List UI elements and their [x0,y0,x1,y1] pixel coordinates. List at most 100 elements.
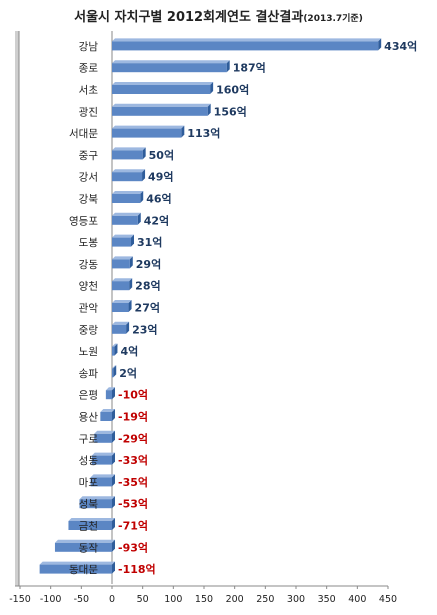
category-label-20: 마포 [79,477,99,489]
category-label-10: 강동 [79,259,99,271]
bar-front [112,281,130,291]
data-label-8: 42억 [144,214,169,227]
bar-top [90,474,115,478]
category-label-4: 서대문 [69,128,98,140]
bar-22 [68,518,115,530]
category-label-24: 동대문 [69,564,98,576]
bar-side [210,82,214,94]
bar-top [91,452,115,456]
bar-front [79,499,112,509]
x-axis: -150 -100 -50 0 50 100 150 200 250 300 350 400 450 [9,585,397,605]
x-tick-label-1: -100 [40,594,62,605]
bar-top [112,212,141,216]
data-label-18: -29억 [118,432,148,445]
category-label-5: 중구 [79,150,99,162]
bar-7 [112,191,144,203]
data-label-19: -33억 [118,454,148,467]
bar-front [100,412,112,421]
chart-title-main: 서울시 자치구별 2012회계연도 결산결과 [74,10,304,25]
data-label-11: 28억 [135,280,160,293]
bar-front [112,150,143,160]
bar-side [112,539,115,552]
data-label-3: 156억 [214,105,247,118]
bar-top [112,169,146,173]
bar-side [126,321,130,334]
bar-side [128,300,132,312]
bar-side [114,343,118,356]
category-label-14: 노원 [79,346,98,358]
x-tick-label-4: 50 [137,594,149,605]
bar-top [54,539,115,543]
bar-15 [112,365,117,378]
data-label-6: 49억 [148,171,173,184]
bar-top [112,300,132,303]
bar-top [112,38,382,42]
bar-side [207,103,211,116]
data-label-24: -118억 [118,563,156,576]
bar-front [112,63,227,73]
bar-13 [112,321,130,334]
category-label-23: 동작 [79,542,99,554]
bar-front [112,368,114,378]
x-tick-label-7: 200 [226,594,244,605]
bar-front [112,346,115,356]
bar-side [142,169,146,182]
left-wall [15,31,19,586]
bar-23 [54,539,115,552]
bar-series [39,38,382,574]
data-label-10: 29억 [136,258,161,271]
data-label-14: 4억 [120,345,138,358]
bar-side [226,60,230,73]
x-tick-label-12: 450 [379,594,397,605]
data-label-5: 50억 [149,149,174,162]
data-label-21: -53억 [118,498,148,511]
bar-top [112,147,146,151]
bar-2 [112,82,214,94]
bar-1 [112,60,230,73]
category-label-21: 성북 [79,499,99,511]
bar-side [142,147,146,160]
bar-side [112,430,115,443]
bar-6 [112,169,146,182]
category-label-3: 광진 [79,106,98,118]
x-tick-label-5: 100 [164,594,182,605]
bar-10 [112,256,133,269]
bar-top [112,256,133,260]
bar-side [112,474,115,487]
bar-top [79,496,115,500]
bar-11 [112,278,133,291]
bar-side [129,256,133,269]
category-label-2: 서초 [79,85,99,97]
x-tick-label-3: 0 [109,594,115,605]
bar-front [112,85,211,94]
category-label-9: 도봉 [79,237,99,249]
data-label-4: 113억 [187,127,220,140]
bar-top [68,518,115,521]
category-labels: 강남종로서초광진서대문중구강서강북영등포도봉강동양천관악중랑노원송파은평용산구로… [69,41,98,576]
category-label-16: 은평 [79,390,98,402]
bar-top [100,409,115,412]
bar-top [112,234,135,238]
category-label-13: 중랑 [79,324,99,336]
bar-side [112,387,115,400]
bar-20 [90,474,115,487]
bar-18 [94,430,115,443]
data-label-15: 2억 [119,367,137,380]
bar-top [105,387,115,391]
category-label-19: 성동 [79,455,99,467]
bar-front [54,542,112,552]
category-label-12: 관악 [79,303,99,315]
data-label-17: -19억 [118,411,148,424]
category-label-0: 강남 [79,41,99,53]
data-label-22: -71억 [118,520,148,533]
bar-top [94,430,115,434]
bar-top [39,561,116,565]
bar-front [112,215,138,225]
bar-side [112,496,115,509]
data-label-23: -93억 [118,541,148,554]
bar-front [112,194,141,203]
category-label-6: 강서 [79,172,98,184]
bar-side [140,191,144,203]
bar-side [112,452,115,465]
bar-0 [112,38,382,51]
